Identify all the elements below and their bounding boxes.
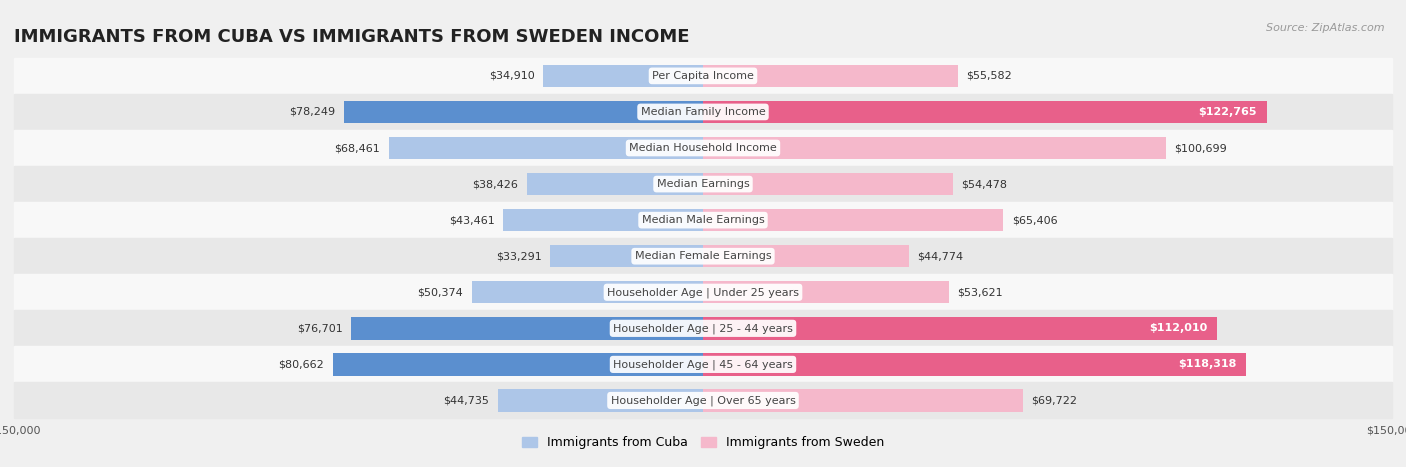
Text: $76,701: $76,701 <box>297 323 343 333</box>
Bar <box>14 166 1392 202</box>
Text: $78,249: $78,249 <box>290 107 336 117</box>
Text: Median Earnings: Median Earnings <box>657 179 749 189</box>
Text: $44,774: $44,774 <box>917 251 963 261</box>
Bar <box>703 173 953 195</box>
Text: $43,461: $43,461 <box>450 215 495 225</box>
Text: $34,910: $34,910 <box>489 71 534 81</box>
Text: $53,621: $53,621 <box>957 287 1002 297</box>
Text: Median Female Earnings: Median Female Earnings <box>634 251 772 261</box>
Bar <box>471 281 703 304</box>
Text: $44,735: $44,735 <box>443 396 489 405</box>
Text: $68,461: $68,461 <box>335 143 380 153</box>
Bar <box>14 58 1392 94</box>
Text: Source: ZipAtlas.com: Source: ZipAtlas.com <box>1267 23 1385 33</box>
Text: Median Family Income: Median Family Income <box>641 107 765 117</box>
Bar <box>350 317 703 340</box>
Text: $112,010: $112,010 <box>1149 323 1208 333</box>
Bar <box>343 101 703 123</box>
Text: Householder Age | 45 - 64 years: Householder Age | 45 - 64 years <box>613 359 793 370</box>
Bar <box>703 137 1166 159</box>
Bar <box>543 65 703 87</box>
Bar <box>498 389 703 411</box>
Bar <box>703 209 1004 231</box>
Bar <box>703 353 1247 375</box>
Bar <box>703 65 959 87</box>
Bar <box>526 173 703 195</box>
Text: $33,291: $33,291 <box>496 251 541 261</box>
Bar <box>703 389 1024 411</box>
Bar <box>14 238 1392 274</box>
Text: Median Household Income: Median Household Income <box>628 143 778 153</box>
Text: IMMIGRANTS FROM CUBA VS IMMIGRANTS FROM SWEDEN INCOME: IMMIGRANTS FROM CUBA VS IMMIGRANTS FROM … <box>14 28 689 46</box>
Text: $65,406: $65,406 <box>1012 215 1057 225</box>
Text: $55,582: $55,582 <box>966 71 1012 81</box>
Bar <box>14 274 1392 310</box>
Text: $54,478: $54,478 <box>962 179 1008 189</box>
Text: $69,722: $69,722 <box>1032 396 1077 405</box>
Bar <box>703 101 1267 123</box>
Text: $122,765: $122,765 <box>1198 107 1257 117</box>
Text: $80,662: $80,662 <box>278 360 325 369</box>
Bar <box>388 137 703 159</box>
Bar <box>703 245 908 268</box>
Bar <box>14 347 1392 382</box>
Text: Householder Age | Over 65 years: Householder Age | Over 65 years <box>610 395 796 406</box>
Text: Householder Age | Under 25 years: Householder Age | Under 25 years <box>607 287 799 297</box>
Text: Per Capita Income: Per Capita Income <box>652 71 754 81</box>
Legend: Immigrants from Cuba, Immigrants from Sweden: Immigrants from Cuba, Immigrants from Sw… <box>517 431 889 454</box>
Bar <box>14 94 1392 130</box>
Bar <box>14 382 1392 418</box>
Text: $38,426: $38,426 <box>472 179 519 189</box>
Bar <box>550 245 703 268</box>
Bar <box>14 130 1392 166</box>
Text: Householder Age | 25 - 44 years: Householder Age | 25 - 44 years <box>613 323 793 333</box>
Bar <box>14 310 1392 347</box>
Text: Median Male Earnings: Median Male Earnings <box>641 215 765 225</box>
Text: $100,699: $100,699 <box>1174 143 1226 153</box>
Bar <box>703 281 949 304</box>
Bar <box>333 353 703 375</box>
Bar <box>703 317 1218 340</box>
Text: $50,374: $50,374 <box>418 287 464 297</box>
Bar <box>14 202 1392 238</box>
Bar <box>503 209 703 231</box>
Text: $118,318: $118,318 <box>1178 360 1236 369</box>
